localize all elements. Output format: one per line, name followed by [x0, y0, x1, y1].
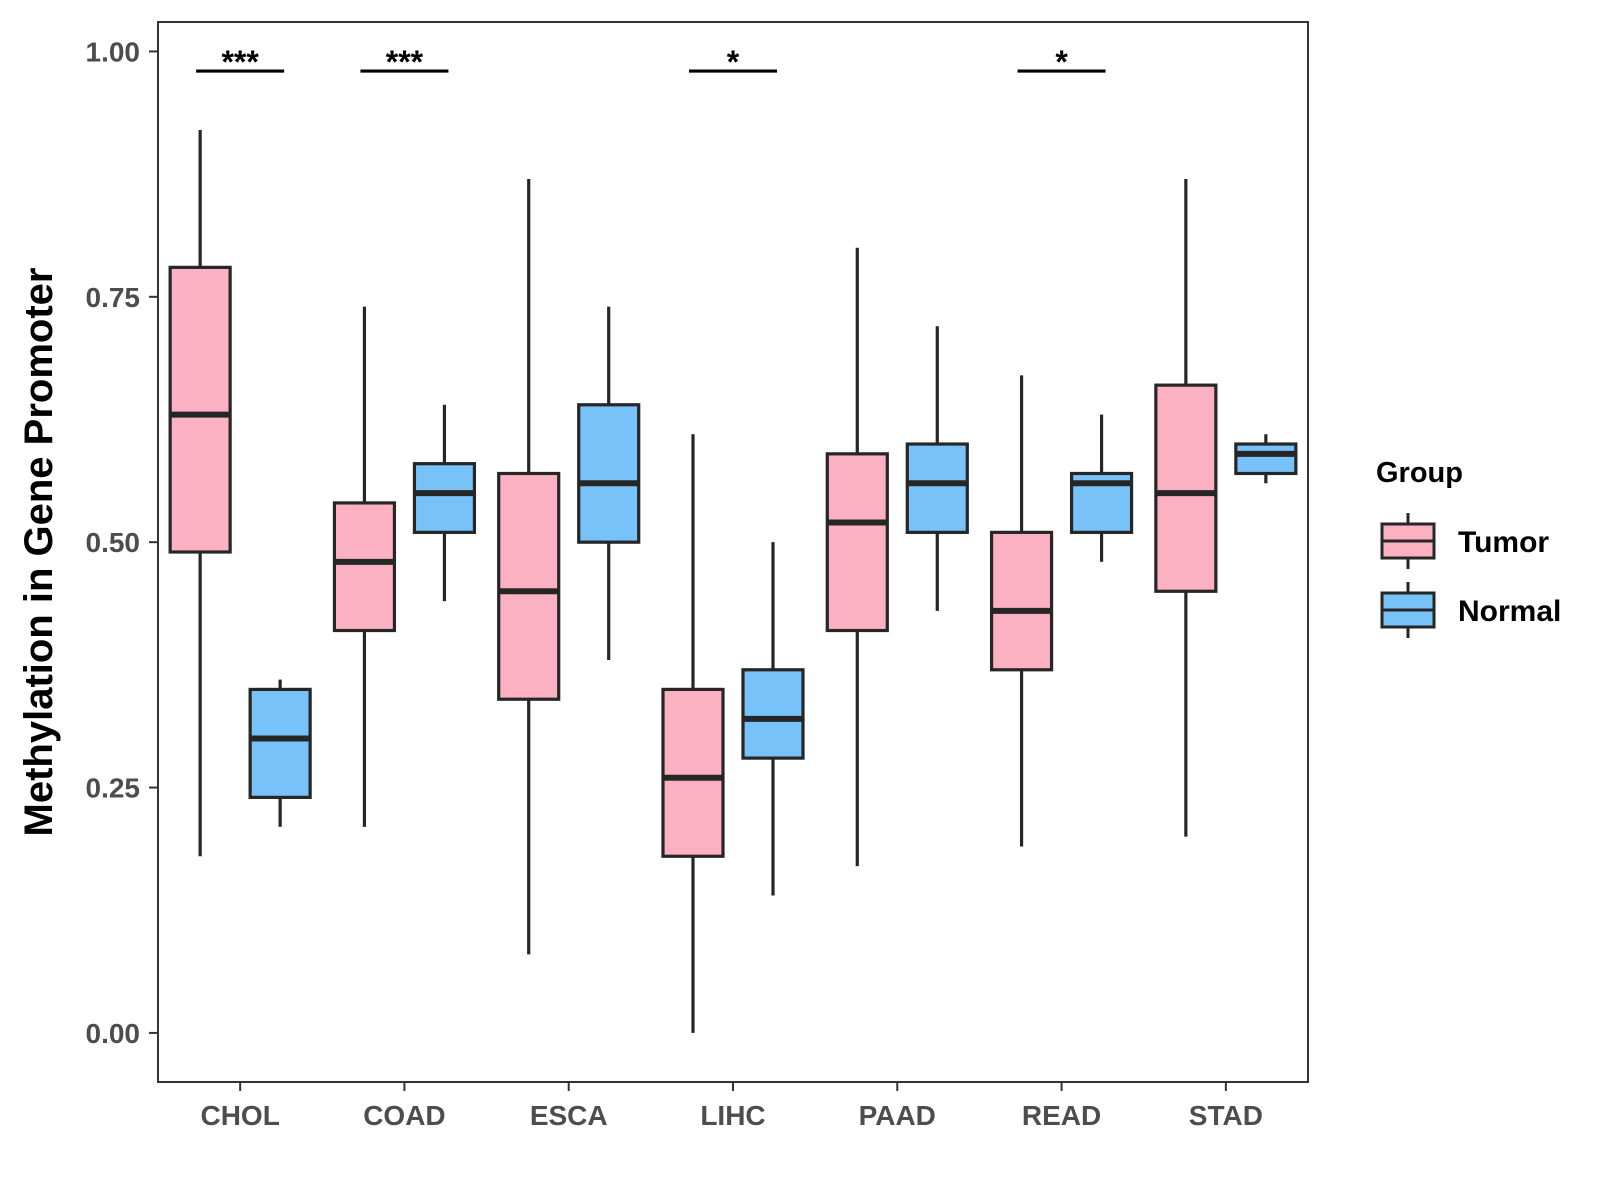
box-normal-paad — [905, 326, 969, 611]
box-normal-lihc — [741, 542, 805, 896]
y-axis-title: Methylation in Gene Promoter — [17, 268, 61, 837]
box-body — [825, 452, 889, 633]
box-normal-chol — [248, 679, 312, 827]
box-body — [989, 530, 1054, 672]
box-normal-stad — [1234, 434, 1298, 484]
legend: Group Tumor Normal — [1376, 457, 1561, 638]
box-body — [741, 668, 805, 760]
legend-label: Normal — [1458, 595, 1561, 628]
box-body — [905, 442, 969, 534]
significance-label: *** — [386, 44, 424, 80]
box-body — [248, 687, 312, 799]
y-tick-label: 0.25 — [86, 773, 141, 804]
box-body — [332, 501, 397, 633]
box-tumor-paad — [825, 247, 889, 867]
y-tick-label: 0.50 — [86, 527, 141, 558]
box-tumor-esca — [497, 179, 561, 955]
x-tick-label: CHOL — [200, 1100, 279, 1131]
box-body — [661, 687, 725, 858]
y-tick-label: 0.00 — [86, 1018, 141, 1049]
box-tumor-read — [989, 375, 1054, 847]
box-body — [1154, 383, 1218, 593]
x-tick-label: STAD — [1189, 1100, 1263, 1131]
y-tick-label: 0.75 — [86, 282, 141, 313]
box-normal-read — [1069, 414, 1134, 562]
axes: 0.00 0.25 0.50 0.75 1.00 CHOL COAD ESCA LIHC PAAD… — [86, 21, 1309, 1131]
box-tumor-stad — [1154, 179, 1218, 837]
box-body — [497, 471, 561, 701]
legend-label: Tumor — [1458, 526, 1549, 559]
significance-label: * — [727, 44, 740, 80]
box-body — [577, 403, 641, 544]
box-body — [412, 462, 477, 534]
legend-item-tumor: Tumor — [1380, 513, 1549, 569]
x-tick-label: COAD — [363, 1100, 445, 1131]
box-body — [168, 265, 232, 554]
legend-title: Group — [1376, 457, 1463, 489]
plot-area: *** *** * * — [168, 44, 1298, 1033]
box-normal-coad — [412, 404, 477, 602]
significance-label: * — [1055, 44, 1068, 80]
legend-item-normal: Normal — [1380, 582, 1561, 638]
box-tumor-coad — [332, 306, 397, 827]
box-body — [1234, 442, 1298, 476]
y-tick-label: 1.00 — [86, 36, 141, 67]
panel-border — [157, 21, 1309, 1083]
box-tumor-chol — [168, 129, 232, 857]
x-tick-label: PAAD — [859, 1100, 936, 1131]
x-tick-label: ESCA — [530, 1100, 608, 1131]
significance-label: *** — [221, 44, 259, 80]
box-tumor-lihc — [661, 434, 725, 1033]
x-tick-label: READ — [1022, 1100, 1101, 1131]
x-tick-label: LIHC — [700, 1100, 765, 1131]
box-normal-esca — [577, 306, 641, 660]
